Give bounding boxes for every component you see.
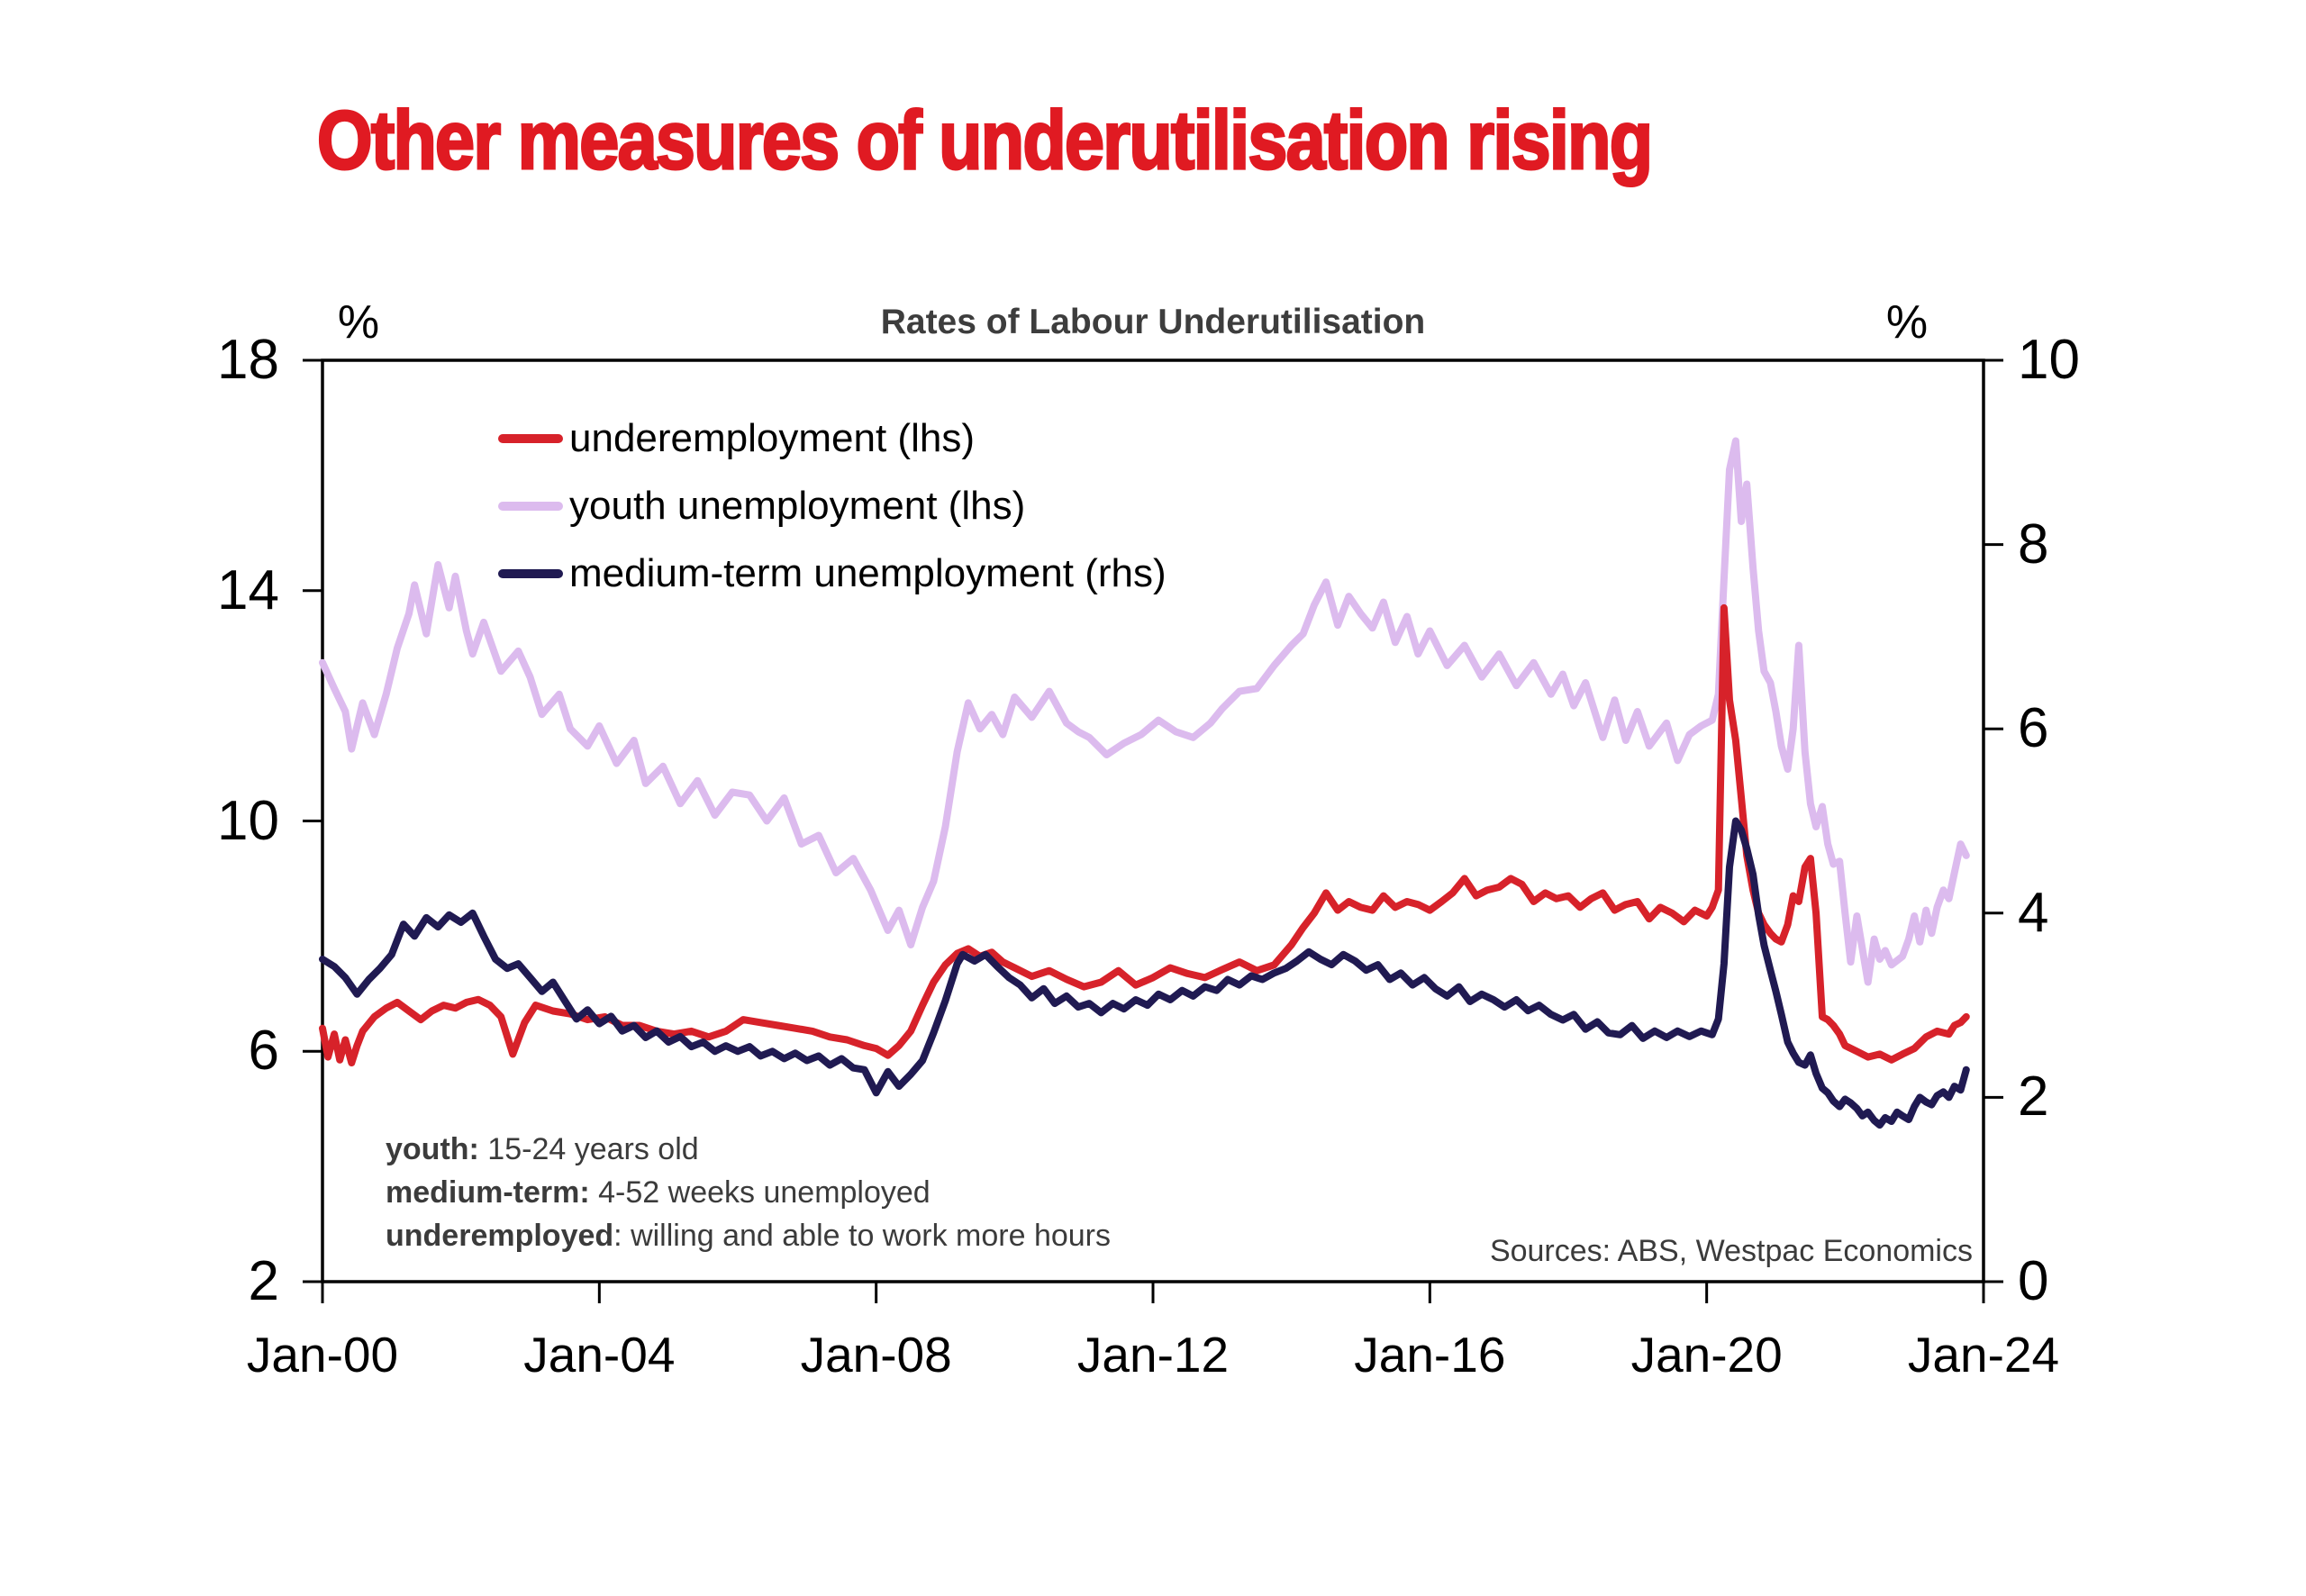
- series-line-youth-unemployment: [319, 437, 1970, 986]
- left-axis-tick-label: 6: [248, 1020, 279, 1083]
- legend-label: medium-term unemployment (rhs): [569, 551, 1167, 595]
- legend-item-medium-term-unemployment: medium-term unemployment (rhs): [498, 551, 1167, 596]
- x-axis-tick-label: Jan-04: [523, 1327, 676, 1383]
- x-axis-tick-label: Jan-24: [1907, 1327, 2060, 1383]
- legend-item-underemployment: underemployment (lhs): [498, 416, 975, 461]
- x-axis-tick-label: Jan-16: [1354, 1327, 1506, 1383]
- series-line-medium-term-unemployment: [319, 817, 1970, 1129]
- definition-medium-term: medium-term: 4-52 weeks unemployed: [386, 1175, 931, 1210]
- legend-label: underemployment (lhs): [569, 416, 975, 460]
- legend-item-youth-unemployment: youth unemployment (lhs): [498, 484, 1025, 529]
- definition-youth: youth: 15-24 years old: [386, 1132, 699, 1166]
- right-axis-unit-label: %: [1885, 296, 1929, 349]
- page-title: Other measures of underutilisation risin…: [316, 94, 1655, 188]
- right-axis-tick-label: 10: [2018, 329, 2080, 391]
- chart-title: Rates of Labour Underutilisation: [880, 303, 1426, 341]
- right-axis-tick-label: 2: [2018, 1066, 2049, 1129]
- left-axis-tick-label: 10: [217, 789, 279, 852]
- x-axis-tick-label: Jan-12: [1076, 1327, 1230, 1383]
- youth-unemployment-line-swatch-icon: [498, 502, 563, 511]
- definitions-note: youth: 15-24 years old medium-term: 4-52…: [386, 1128, 1111, 1257]
- left-axis-tick-label: 14: [217, 558, 279, 621]
- left-axis-tick-label: 2: [248, 1250, 279, 1312]
- right-axis-tick-label: 6: [2018, 697, 2049, 760]
- legend-label: youth unemployment (lhs): [569, 484, 1026, 528]
- definition-underemployed: underemployed: willing and able to work …: [386, 1219, 1111, 1253]
- right-axis-tick-label: 4: [2018, 881, 2049, 944]
- x-axis-tick-label: Jan-00: [246, 1327, 399, 1383]
- series-line-underemployment: [319, 603, 1970, 1066]
- left-axis-unit-label: %: [337, 296, 380, 349]
- right-axis-tick-label: 8: [2018, 512, 2049, 576]
- right-axis-tick-label: 0: [2018, 1250, 2049, 1312]
- medium-term-line-swatch-icon: [498, 569, 563, 578]
- sources-note: Sources: ABS, Westpac Economics: [1489, 1234, 1973, 1268]
- underemployment-line-swatch-icon: [498, 434, 563, 443]
- x-axis-tick-label: Jan-08: [800, 1327, 952, 1383]
- left-axis-tick-label: 18: [217, 329, 279, 391]
- x-axis-tick-label: Jan-20: [1630, 1327, 1783, 1383]
